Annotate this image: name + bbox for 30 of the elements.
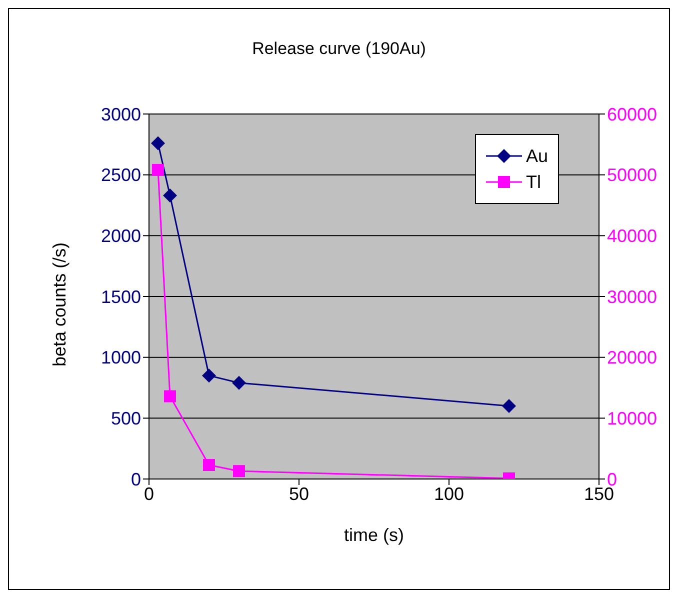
x-tick-label: 50 bbox=[288, 484, 310, 504]
chart-title: Release curve (190Au) bbox=[251, 39, 427, 59]
x-tick-label: 100 bbox=[434, 484, 464, 504]
x-tick-label: 0 bbox=[144, 484, 154, 504]
y-tick-label: 2000 bbox=[100, 226, 141, 246]
y2-tick-label: 50000 bbox=[607, 165, 658, 186]
y-tick-label: 0 bbox=[130, 469, 141, 490]
point bbox=[203, 459, 215, 472]
y2-tick-label: 30000 bbox=[607, 286, 658, 307]
legend-label: Au bbox=[526, 145, 548, 168]
y2-tick-label: 20000 bbox=[607, 348, 658, 368]
y-tick-label: 3000 bbox=[100, 104, 141, 124]
y-tick-label: 1000 bbox=[100, 348, 141, 368]
y2-tick-label: 10000 bbox=[607, 408, 658, 429]
legend-label: Tl bbox=[526, 171, 541, 194]
point bbox=[164, 390, 176, 402]
point bbox=[202, 368, 216, 383]
y-tick-label: 2500 bbox=[100, 165, 141, 186]
point bbox=[232, 376, 246, 390]
point bbox=[233, 465, 245, 478]
x-axis-title: time (s) bbox=[344, 525, 404, 545]
point bbox=[152, 164, 164, 176]
y2-tick-label: 60000 bbox=[607, 104, 658, 124]
y-tick-label: 1500 bbox=[100, 286, 141, 307]
point bbox=[502, 399, 516, 413]
y-tick-label: 500 bbox=[110, 408, 141, 429]
y2-tick-label: 40000 bbox=[607, 226, 658, 246]
point bbox=[151, 136, 165, 150]
point bbox=[163, 188, 177, 203]
y-axis-title: beta counts (/s) bbox=[49, 242, 70, 366]
